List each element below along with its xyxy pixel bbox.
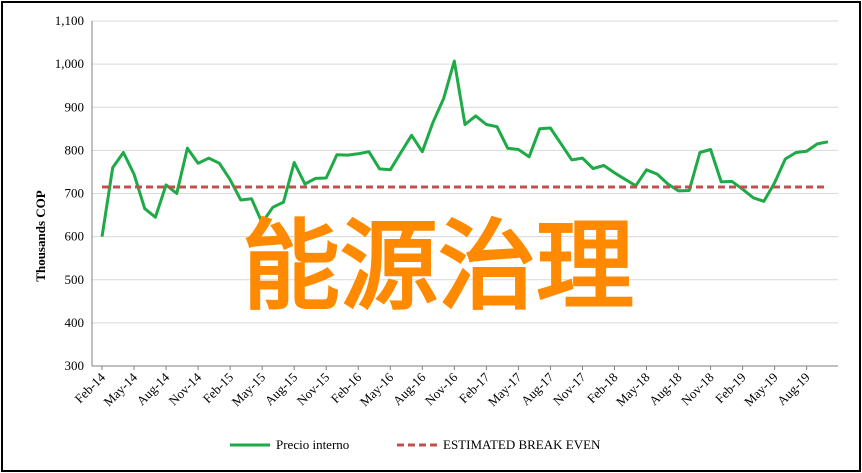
y-tick-label: 900 — [65, 99, 85, 114]
x-tick-label: Nov-15 — [294, 370, 333, 409]
x-tick-label: May-14 — [100, 369, 140, 409]
y-tick-label: 400 — [65, 315, 85, 330]
y-tick-label: 500 — [65, 272, 85, 287]
legend: Precio interno ESTIMATED BREAK EVEN — [230, 437, 601, 452]
x-tick-label: Nov-17 — [550, 369, 589, 408]
y-tick-label: 800 — [65, 142, 85, 157]
y-tick-label: 300 — [65, 358, 85, 373]
series-lines — [100, 59, 829, 237]
x-tick-label: Aug-18 — [646, 370, 685, 409]
x-tick-label: May-19 — [741, 370, 781, 410]
x-tick-label: May-17 — [485, 369, 525, 409]
x-tick-label: May-16 — [357, 369, 397, 409]
legend-label: ESTIMATED BREAK EVEN — [443, 437, 601, 452]
watermark-text: 能源治理 — [242, 210, 634, 324]
y-axis-label: Thousands COP — [33, 190, 48, 281]
x-tick-label: Aug-16 — [390, 369, 429, 408]
y-tick-label: 1,100 — [55, 13, 84, 28]
x-tick-label: May-18 — [613, 370, 653, 410]
x-tick-label: Aug-15 — [262, 370, 301, 409]
series-line-precio-interno — [100, 59, 829, 237]
x-tick-label: Aug-19 — [774, 370, 813, 409]
y-tick-label: 700 — [65, 186, 85, 201]
x-tick-label: Nov-14 — [166, 369, 205, 408]
axes — [91, 21, 838, 367]
x-tick-label: Aug-17 — [518, 369, 557, 408]
x-tick-label: May-15 — [229, 370, 269, 410]
x-axis-ticks: Feb-14May-14Aug-14Nov-14Feb-15May-15Aug-… — [71, 366, 813, 410]
x-tick-label: Nov-18 — [678, 370, 717, 409]
y-axis-ticks: 1,100 1,000 900 800 700 600 500 400 300 — [55, 13, 84, 373]
x-tick-label: Aug-14 — [133, 369, 172, 408]
legend-label: Precio interno — [276, 437, 349, 452]
y-tick-label: 1,000 — [55, 56, 84, 71]
y-tick-label: 600 — [65, 229, 85, 244]
x-tick-label: Nov-16 — [422, 369, 461, 408]
